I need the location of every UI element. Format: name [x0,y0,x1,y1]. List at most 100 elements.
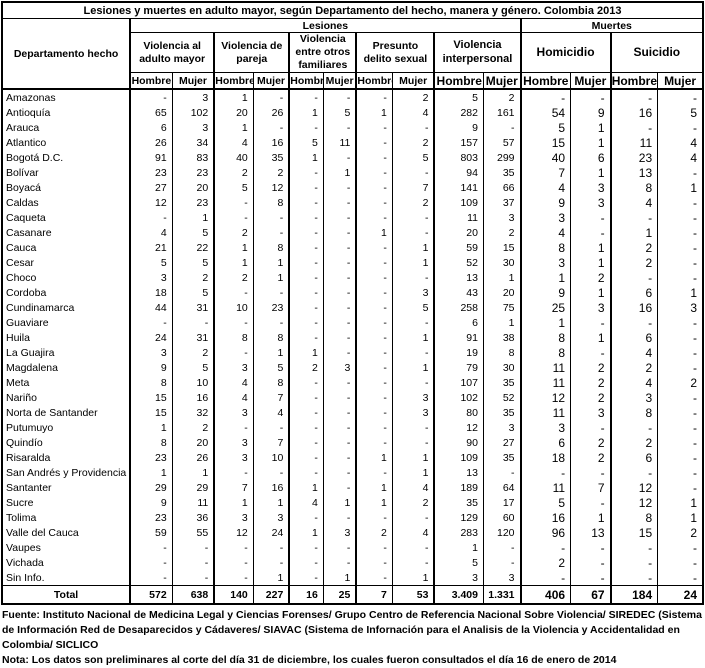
cell: 1 [570,135,611,151]
cell: 35 [433,495,484,511]
cell: 13 [609,165,658,181]
cell: 7 [355,585,393,605]
table-row: Boyacá 27 20 5 12- - -7 141 66 4 3 8 1 [2,180,703,196]
group-header: Suicidio [609,32,703,74]
department-name: Valle del Cauca [6,526,79,539]
cell: 1 [391,465,435,481]
cell: 109 [433,195,484,211]
cell: 6 [433,315,484,331]
cell: 52 [482,390,521,406]
cell: 3 [519,255,571,271]
cell: - [657,390,703,406]
cell: - [609,420,658,436]
cell: 66 [482,180,521,196]
table-row: San Andrés y Providencia 1 1- - - - -1 13- - - - - [2,465,703,481]
cell: 1 [288,345,324,361]
cell: - [391,165,435,181]
cell: 18 [129,285,173,301]
cell: 3 [570,180,611,196]
cell: 5 [213,180,254,196]
cell: 8 [129,375,173,391]
cell: 23 [252,300,290,316]
cell: 2 [482,225,521,241]
cell: 6 [519,435,571,451]
cell: 6 [570,150,611,166]
cell: - [288,180,324,196]
cell: 3 [433,570,484,586]
cell: 2 [391,495,435,511]
cell: - [252,315,290,331]
cell: 1 [129,465,173,481]
department-name: Tolima [6,511,37,524]
cell: - [355,180,393,196]
cell: 5 [171,285,215,301]
cell: 18 [519,450,571,466]
department-name: Risaralda [6,451,51,464]
department-name: Santanter [6,481,52,494]
cell: 20 [482,285,521,301]
cell: - [252,420,290,436]
cell: - [322,315,357,331]
cell: 1 [391,330,435,346]
cell: - [288,225,324,241]
cell: - [570,225,611,241]
cell: 4 [609,345,658,361]
cell: - [482,540,521,556]
cell: 23 [129,510,173,526]
cell: 8 [252,195,290,211]
cell: 15 [482,240,521,256]
cell: 1 [391,255,435,271]
sex-header: Mujer [171,72,215,91]
sex-header: Hombre [433,72,484,91]
cell: - [657,480,703,496]
cell: 1 [391,240,435,256]
cell: 26 [171,450,215,466]
cell: - [322,555,357,571]
cell: - [288,255,324,271]
cell: 1 [570,285,611,301]
cell: 161 [482,105,521,121]
cell: 34 [171,135,215,151]
cell: - [391,375,435,391]
cell: 1 [609,225,658,241]
cell: - [355,405,393,421]
cell: 1 [288,525,324,541]
cell: - [129,210,173,226]
department-name: Vichada [6,556,44,569]
cell: 23 [129,165,173,181]
cell: 94 [433,165,484,181]
cell: - [657,345,703,361]
cell: - [288,510,324,526]
cell: - [570,420,611,436]
cell: 2 [171,345,215,361]
cell: 1 [391,360,435,376]
cell: - [355,390,393,406]
department-name: Bogotá D.C. [6,151,64,164]
cell: 7 [391,180,435,196]
cell: 2 [570,450,611,466]
sex-header-row: HombreMujerHombreMujerHombreMujerHombreM… [2,72,703,91]
cell: 9 [129,360,173,376]
cell: - [288,435,324,451]
cell: - [609,315,658,331]
cell: - [288,330,324,346]
cell: - [657,225,703,241]
cell: - [288,210,324,226]
cell: 3 [171,89,215,106]
cell: 20 [433,225,484,241]
cell: 5 [433,555,484,571]
cell: 23 [171,195,215,211]
cell: 3 [570,195,611,211]
cell: 4 [213,135,254,151]
sex-header: Hombre [355,72,393,91]
cell: 31 [171,300,215,316]
cell: 16 [519,510,571,526]
cell: - [322,285,357,301]
cell: - [391,120,435,136]
cell: - [288,570,324,586]
cell: 27 [482,435,521,451]
cell: - [391,270,435,286]
cell: 25 [519,300,571,316]
title-row: Lesiones y muertes en adulto mayor, segú… [2,2,703,19]
sex-header: Hombre [609,72,658,91]
